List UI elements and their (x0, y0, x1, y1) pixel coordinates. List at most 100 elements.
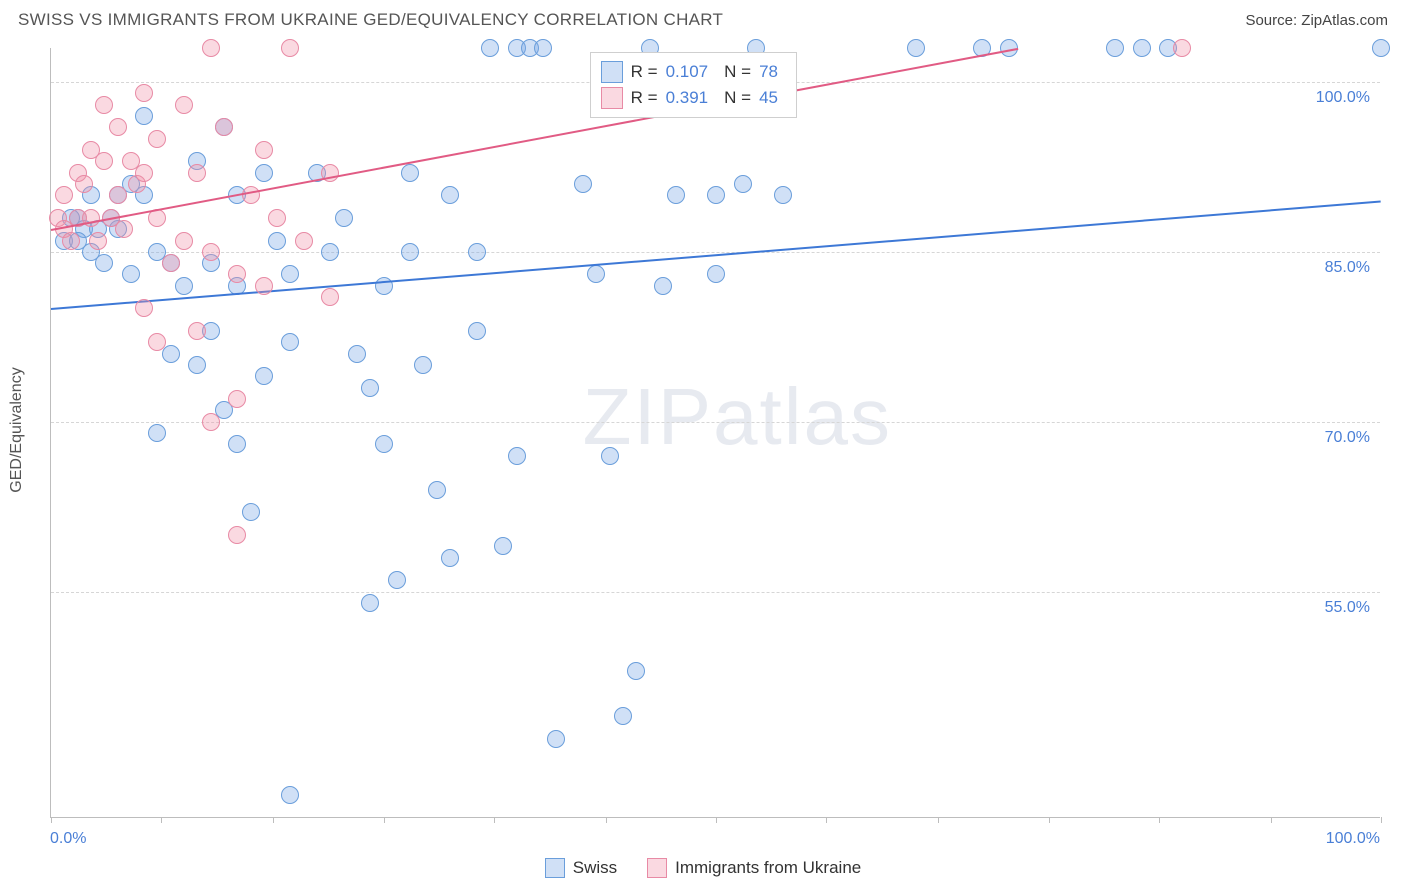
watermark-bold: ZIP (583, 372, 713, 461)
data-point (1133, 39, 1151, 57)
data-point (109, 186, 127, 204)
x-tick (938, 817, 939, 823)
y-axis-title: GED/Equivalency (8, 367, 26, 492)
data-point (115, 220, 133, 238)
data-point (295, 232, 313, 250)
data-point (268, 232, 286, 250)
data-point (361, 594, 379, 612)
data-point (148, 333, 166, 351)
x-max-label: 100.0% (1326, 830, 1380, 848)
stats-n-value: 45 (759, 88, 778, 108)
data-point (188, 356, 206, 374)
trend-line (51, 48, 1019, 231)
data-point (188, 164, 206, 182)
data-point (1372, 39, 1390, 57)
watermark-thin: atlas (713, 372, 892, 461)
data-point (441, 186, 459, 204)
data-point (255, 141, 273, 159)
data-point (587, 265, 605, 283)
data-point (508, 447, 526, 465)
legend-label: Immigrants from Ukraine (675, 858, 861, 878)
legend-item-swiss: Swiss (545, 858, 617, 878)
x-tick (384, 817, 385, 823)
data-point (228, 390, 246, 408)
data-point (188, 322, 206, 340)
chart-title: SWISS VS IMMIGRANTS FROM UKRAINE GED/EQU… (18, 10, 723, 30)
data-point (401, 164, 419, 182)
data-point (321, 243, 339, 261)
data-point (468, 322, 486, 340)
data-point (62, 232, 80, 250)
data-point (162, 254, 180, 272)
data-point (135, 107, 153, 125)
data-point (122, 265, 140, 283)
data-point (481, 39, 499, 57)
data-point (255, 277, 273, 295)
data-point (707, 186, 725, 204)
stats-n-label: N = (724, 88, 751, 108)
x-tick (606, 817, 607, 823)
x-tick (1159, 817, 1160, 823)
x-tick (826, 817, 827, 823)
data-point (95, 152, 113, 170)
data-point (534, 39, 552, 57)
data-point (268, 209, 286, 227)
data-point (907, 39, 925, 57)
legend-swatch-icon (647, 858, 667, 878)
data-point (255, 367, 273, 385)
data-point (494, 537, 512, 555)
data-point (388, 571, 406, 589)
data-point (255, 164, 273, 182)
data-point (281, 786, 299, 804)
x-tick (51, 817, 52, 823)
data-point (75, 175, 93, 193)
x-tick (273, 817, 274, 823)
stats-r-value: 0.107 (666, 62, 709, 82)
data-point (281, 39, 299, 57)
data-point (774, 186, 792, 204)
data-point (202, 39, 220, 57)
data-point (215, 118, 233, 136)
data-point (441, 549, 459, 567)
stats-n-value: 78 (759, 62, 778, 82)
data-point (135, 164, 153, 182)
trend-line (51, 201, 1381, 311)
y-tick-label: 55.0% (1325, 599, 1370, 617)
data-point (428, 481, 446, 499)
data-point (175, 232, 193, 250)
data-point (601, 447, 619, 465)
data-point (375, 435, 393, 453)
data-point (228, 526, 246, 544)
data-point (414, 356, 432, 374)
data-point (281, 333, 299, 351)
legend-item-ukraine: Immigrants from Ukraine (647, 858, 861, 878)
legend-swatch-icon (545, 858, 565, 878)
scatter-chart: ZIPatlas 55.0%70.0%85.0%100.0%R =0.107N … (50, 48, 1380, 818)
data-point (89, 232, 107, 250)
data-point (135, 299, 153, 317)
source-label: Source: ZipAtlas.com (1245, 12, 1388, 29)
data-point (242, 186, 260, 204)
data-point (667, 186, 685, 204)
stats-r-label: R = (631, 62, 658, 82)
x-min-label: 0.0% (50, 830, 86, 848)
data-point (574, 175, 592, 193)
data-point (55, 186, 73, 204)
data-point (375, 277, 393, 295)
y-tick-label: 70.0% (1325, 429, 1370, 447)
data-point (654, 277, 672, 295)
data-point (361, 379, 379, 397)
stats-swatch-icon (601, 87, 623, 109)
data-point (148, 424, 166, 442)
data-point (348, 345, 366, 363)
y-tick-label: 100.0% (1316, 89, 1370, 107)
data-point (547, 730, 565, 748)
data-point (148, 130, 166, 148)
data-point (734, 175, 752, 193)
data-point (1106, 39, 1124, 57)
data-point (281, 265, 299, 283)
stats-r-value: 0.391 (666, 88, 709, 108)
watermark: ZIPatlas (583, 371, 892, 463)
legend-label: Swiss (573, 858, 617, 878)
data-point (614, 707, 632, 725)
